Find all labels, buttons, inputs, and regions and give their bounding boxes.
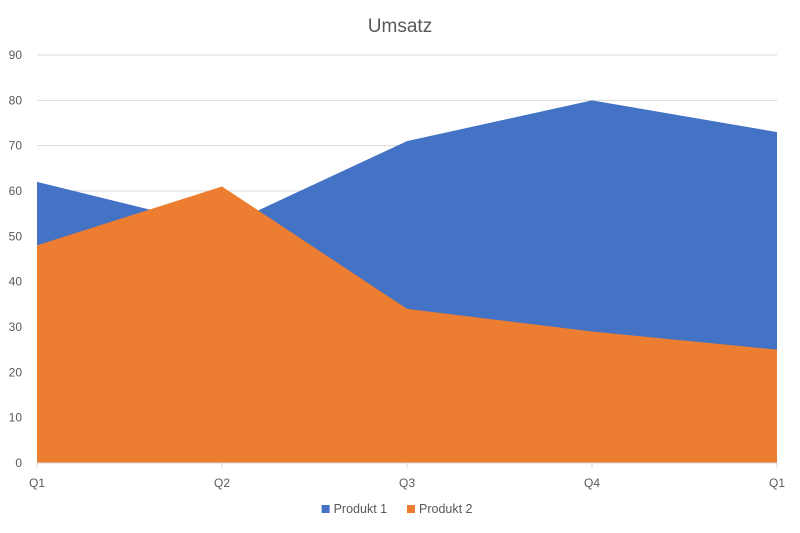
- legend-item-1: Produkt 1: [321, 502, 388, 516]
- y-tick-label: 20: [9, 365, 23, 379]
- legend: Produkt 1 Produkt 2: [321, 502, 473, 516]
- y-tick-label: 50: [9, 229, 23, 243]
- legend-label: Produkt 2: [419, 502, 473, 516]
- legend-swatch: [321, 505, 330, 513]
- area-series-2: [37, 186, 777, 463]
- legend-swatch: [407, 505, 415, 513]
- y-tick-label: 40: [9, 275, 23, 289]
- x-tick-label: Q4: [584, 476, 600, 490]
- x-axis: Q1 Q2 Q3 Q4 Q1: [29, 462, 785, 490]
- plot-area: [37, 100, 777, 463]
- y-tick-label: 80: [9, 93, 23, 107]
- y-tick-label: 30: [9, 320, 23, 334]
- y-axis: 0 10 20 30 40 50 60 70 80 90: [9, 48, 23, 470]
- legend-item-2: Produkt 2: [407, 502, 473, 516]
- y-tick-label: 0: [15, 456, 22, 470]
- chart-title: Umsatz: [368, 16, 432, 37]
- x-tick-label: Q1: [29, 476, 45, 490]
- legend-label: Produkt 1: [334, 502, 388, 516]
- y-tick-label: 10: [9, 411, 23, 425]
- y-tick-label: 60: [9, 184, 23, 198]
- y-tick-label: 70: [9, 139, 23, 153]
- y-tick-label: 90: [9, 48, 23, 62]
- x-tick-label: Q3: [399, 476, 415, 490]
- x-tick-label: Q2: [214, 476, 230, 490]
- x-tick-label: Q1: [769, 476, 785, 490]
